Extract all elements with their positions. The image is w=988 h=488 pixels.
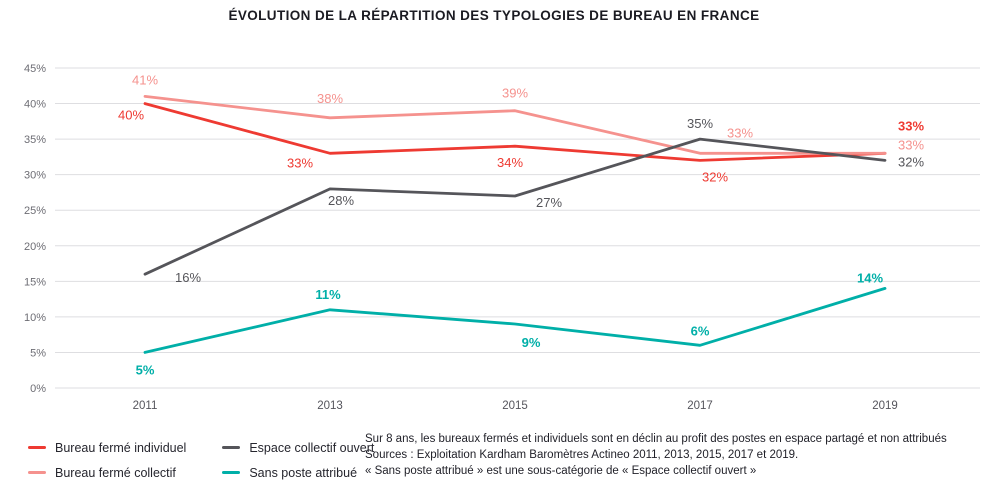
legend: Bureau fermé individuel Bureau fermé coll… [28,435,374,485]
series-line-0 [143,102,887,162]
line-chart: 0% 5% 10% 15% 20% 25% 30% 35% 40% 45% 2011 2013 2015… [24,63,980,412]
footnote-line-3: « Sans poste attribué » est une sous-cat… [365,465,757,477]
data-label-series2-2015: 27% [536,195,562,210]
data-label-series0-2013: 33% [287,155,313,170]
legend-label: Bureau fermé collectif [55,465,176,480]
footnote: Sur 8 ans, les bureaux fermés et individ… [365,431,947,479]
legend-swatch-icon [28,446,46,449]
data-label-series0-2015: 34% [497,155,523,170]
y-tick-label: 10% [24,312,46,324]
footnote-line-1: Sur 8 ans, les bureaux fermés et individ… [365,433,947,445]
data-label-series0-2011: 40% [118,108,144,123]
footnote-line-2: Sources : Exploitation Kardham Baromètre… [365,449,799,461]
y-tick-label: 45% [24,63,46,75]
legend-label: Bureau fermé individuel [55,440,187,455]
y-tick-label: 15% [24,276,46,288]
data-label-series2-2011: 16% [175,270,201,285]
legend-swatch-icon [28,471,46,474]
y-tick-label: 30% [24,170,46,182]
x-tick-label: 2019 [872,400,898,412]
y-tick-label: 0% [30,383,46,395]
legend-item-3: Sans poste attribué [222,466,374,480]
data-label-series1-2013: 38% [317,91,343,106]
data-label-series1-2015: 39% [502,86,528,101]
y-tick-label: 40% [24,99,46,111]
data-label-series2-2013: 28% [328,193,354,208]
legend-label: Espace collectif ouvert [249,440,375,455]
y-tick-label: 5% [30,347,46,359]
data-label-series1-2019: 33% [898,137,924,152]
data-label-series3-2019: 14% [857,270,883,285]
legend-label: Sans poste attribué [249,465,358,480]
y-tick-label: 35% [24,134,46,146]
data-label-series1-2011: 41% [132,72,158,87]
data-label-series3-2013: 11% [315,287,341,302]
legend-item-0: Bureau fermé individuel [28,441,186,455]
chart-title: ÉVOLUTION DE LA RÉPARTITION DES TYPOLOGI… [228,8,760,23]
x-tick-label: 2017 [687,400,713,412]
data-label-series2-2019: 32% [898,154,924,169]
data-label-series3-2017: 6% [691,323,710,338]
y-tick-label: 20% [24,241,46,253]
series-line-2 [143,137,887,276]
data-label-series1-2017: 33% [727,125,753,140]
legend-swatch-icon [222,471,241,474]
series-line-3 [143,286,887,354]
x-tick-label: 2013 [317,400,343,412]
data-label-series3-2011: 5% [136,362,155,377]
data-label-series0-2019: 33% [898,118,924,133]
data-label-series2-2017: 35% [687,116,713,131]
x-tick-label: 2011 [133,400,158,412]
legend-item-1: Bureau fermé collectif [28,466,186,480]
data-label-series3-2015: 9% [522,335,541,350]
legend-item-2: Espace collectif ouvert [222,441,374,455]
data-label-series0-2017: 32% [702,169,728,184]
y-tick-label: 25% [24,205,46,217]
series-line-1 [143,95,887,155]
legend-swatch-icon [222,446,241,449]
x-tick-label: 2015 [502,400,528,412]
